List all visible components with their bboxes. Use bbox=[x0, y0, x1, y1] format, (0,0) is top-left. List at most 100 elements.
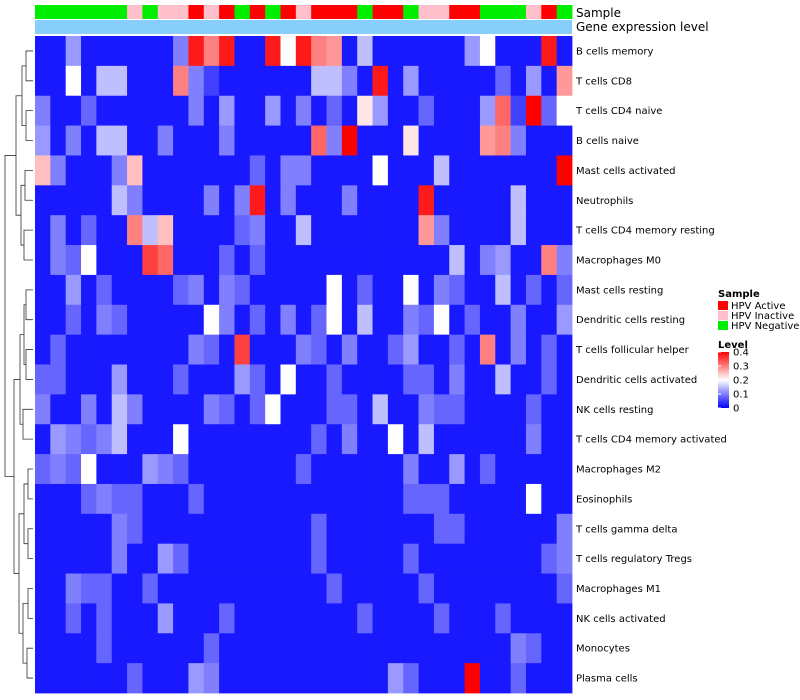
heatmap-cell bbox=[96, 95, 113, 126]
heatmap-cell bbox=[65, 274, 82, 306]
sample-annotation-cell bbox=[341, 5, 358, 19]
heatmap-cell bbox=[142, 483, 159, 515]
heatmap-cell bbox=[479, 603, 496, 634]
heatmap-cell bbox=[234, 394, 251, 425]
heatmap-cell bbox=[157, 36, 174, 67]
heatmap-cell bbox=[326, 36, 343, 67]
heatmap-cell bbox=[81, 215, 97, 246]
heatmap-cell bbox=[495, 125, 512, 156]
heatmap-cell bbox=[203, 424, 220, 455]
heatmap-cell bbox=[265, 513, 281, 545]
heatmap-cell bbox=[341, 543, 358, 574]
heatmap-cell bbox=[188, 304, 205, 336]
heatmap-cell bbox=[219, 274, 235, 306]
heatmap-cell bbox=[65, 454, 82, 485]
row-label: NK cells resting bbox=[576, 405, 653, 416]
heatmap-cell bbox=[495, 454, 512, 485]
heatmap-cell bbox=[188, 663, 205, 694]
sample-annotation-cell bbox=[295, 5, 312, 19]
heatmap-cell bbox=[203, 483, 220, 515]
heatmap-cell bbox=[142, 573, 159, 604]
heatmap-cell bbox=[81, 95, 97, 126]
heatmap-cell bbox=[326, 603, 343, 634]
heatmap-cell bbox=[326, 274, 343, 306]
heatmap-cell bbox=[295, 394, 312, 425]
heatmap-cell bbox=[188, 274, 205, 306]
heatmap-cell bbox=[311, 334, 327, 365]
heatmap-cell bbox=[479, 95, 496, 126]
heatmap-cell bbox=[418, 573, 435, 604]
heatmap-cell bbox=[188, 454, 205, 485]
heatmap-cell bbox=[311, 573, 327, 604]
heatmap-cell bbox=[525, 573, 542, 604]
heatmap-cell bbox=[157, 513, 174, 545]
heatmap-cell bbox=[96, 394, 113, 425]
heatmap-cell bbox=[219, 334, 235, 365]
heatmap-cell bbox=[464, 424, 481, 455]
heatmap-cell bbox=[464, 663, 481, 694]
heatmap-cell bbox=[81, 364, 97, 395]
heatmap-cell bbox=[326, 424, 343, 455]
row-label: Mast cells resting bbox=[576, 285, 663, 296]
row-label: T cells regulatory Tregs bbox=[575, 554, 692, 565]
heatmap-cell bbox=[372, 155, 389, 186]
heatmap-cell bbox=[449, 125, 465, 156]
heatmap-cell bbox=[142, 36, 159, 67]
heatmap-cell bbox=[219, 603, 235, 634]
heatmap-cell bbox=[127, 483, 143, 515]
heatmap-cell bbox=[142, 185, 159, 216]
heatmap-cell bbox=[265, 454, 281, 485]
row-label: Neutrophils bbox=[576, 196, 633, 207]
heatmap-cell bbox=[265, 125, 281, 156]
heatmap-cell bbox=[525, 543, 542, 574]
heatmap-cell bbox=[35, 573, 51, 604]
heatmap-cell bbox=[311, 95, 327, 126]
heatmap-cell bbox=[326, 95, 343, 126]
heatmap-cell bbox=[449, 185, 465, 216]
heatmap-cell bbox=[50, 364, 67, 395]
heatmap-cell bbox=[541, 185, 558, 216]
heatmap-cell bbox=[142, 663, 159, 694]
heatmap-cell bbox=[157, 65, 174, 97]
heatmap-cell bbox=[403, 364, 419, 395]
heatmap-cell bbox=[372, 543, 389, 574]
sample-annotation-cell bbox=[50, 5, 67, 19]
heatmap-cell bbox=[219, 424, 235, 455]
heatmap-cell bbox=[35, 274, 51, 306]
heatmap-cell bbox=[372, 603, 389, 634]
heatmap-cell bbox=[157, 155, 174, 186]
heatmap-cell bbox=[50, 424, 67, 455]
heatmap-cell bbox=[341, 304, 358, 336]
row-label: Dendritic cells resting bbox=[576, 315, 685, 326]
heatmap-cell bbox=[265, 364, 281, 395]
heatmap-cell bbox=[188, 155, 205, 186]
heatmap-cell bbox=[464, 245, 481, 276]
heatmap-cell bbox=[403, 245, 419, 276]
heatmap-cell bbox=[65, 185, 82, 216]
heatmap-cell bbox=[173, 603, 189, 634]
heatmap-cell bbox=[280, 245, 297, 276]
heatmap-cell bbox=[96, 513, 113, 545]
heatmap-cell bbox=[234, 125, 251, 156]
heatmap-cell bbox=[418, 95, 435, 126]
heatmap-cell bbox=[35, 513, 51, 545]
heatmap-cell bbox=[65, 633, 82, 664]
heatmap-cell bbox=[357, 394, 373, 425]
heatmap-cell bbox=[50, 95, 67, 126]
heatmap-cell bbox=[403, 36, 419, 67]
heatmap-cell bbox=[433, 364, 450, 395]
heatmap-cell bbox=[96, 483, 113, 515]
heatmap-cell bbox=[127, 543, 143, 574]
heatmap-cell bbox=[479, 394, 496, 425]
heatmap-cell bbox=[510, 633, 527, 664]
row-label: Macrophages M1 bbox=[576, 584, 661, 595]
heatmap-cell bbox=[280, 36, 297, 67]
heatmap-cell bbox=[341, 454, 358, 485]
heatmap-cell bbox=[142, 454, 159, 485]
heatmap-cell bbox=[249, 364, 266, 395]
heatmap-cell bbox=[449, 95, 465, 126]
heatmap-cell bbox=[81, 483, 97, 515]
heatmap-cell bbox=[65, 36, 82, 67]
heatmap-cell bbox=[341, 155, 358, 186]
